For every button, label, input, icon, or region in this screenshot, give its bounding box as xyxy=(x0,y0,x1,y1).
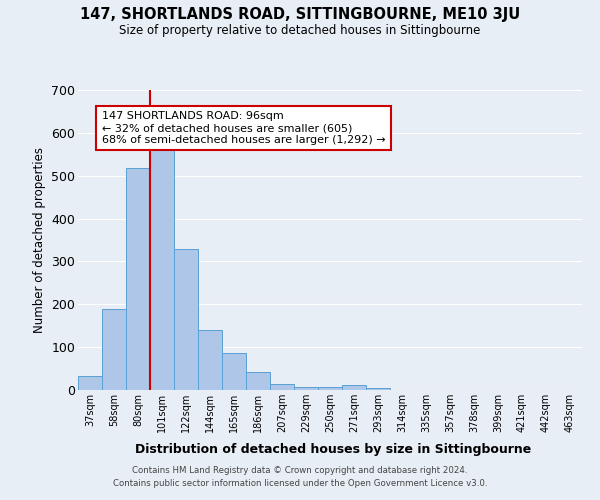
Bar xyxy=(78,376,102,390)
Bar xyxy=(342,386,366,390)
Bar xyxy=(174,250,198,390)
Text: 147, SHORTLANDS ROAD, SITTINGBOURNE, ME10 3JU: 147, SHORTLANDS ROAD, SITTINGBOURNE, ME1… xyxy=(80,8,520,22)
Bar xyxy=(102,308,126,390)
Text: Distribution of detached houses by size in Sittingbourne: Distribution of detached houses by size … xyxy=(135,442,531,456)
Text: Contains HM Land Registry data © Crown copyright and database right 2024.
Contai: Contains HM Land Registry data © Crown c… xyxy=(113,466,487,487)
Y-axis label: Number of detached properties: Number of detached properties xyxy=(32,147,46,333)
Bar xyxy=(126,168,150,390)
Text: 147 SHORTLANDS ROAD: 96sqm
← 32% of detached houses are smaller (605)
68% of sem: 147 SHORTLANDS ROAD: 96sqm ← 32% of deta… xyxy=(102,112,386,144)
Bar xyxy=(198,330,222,390)
Bar xyxy=(150,150,174,390)
Bar xyxy=(222,352,246,390)
Bar xyxy=(294,386,318,390)
Text: Size of property relative to detached houses in Sittingbourne: Size of property relative to detached ho… xyxy=(119,24,481,37)
Bar xyxy=(270,384,294,390)
Bar xyxy=(318,386,342,390)
Bar xyxy=(366,388,390,390)
Bar xyxy=(246,372,270,390)
